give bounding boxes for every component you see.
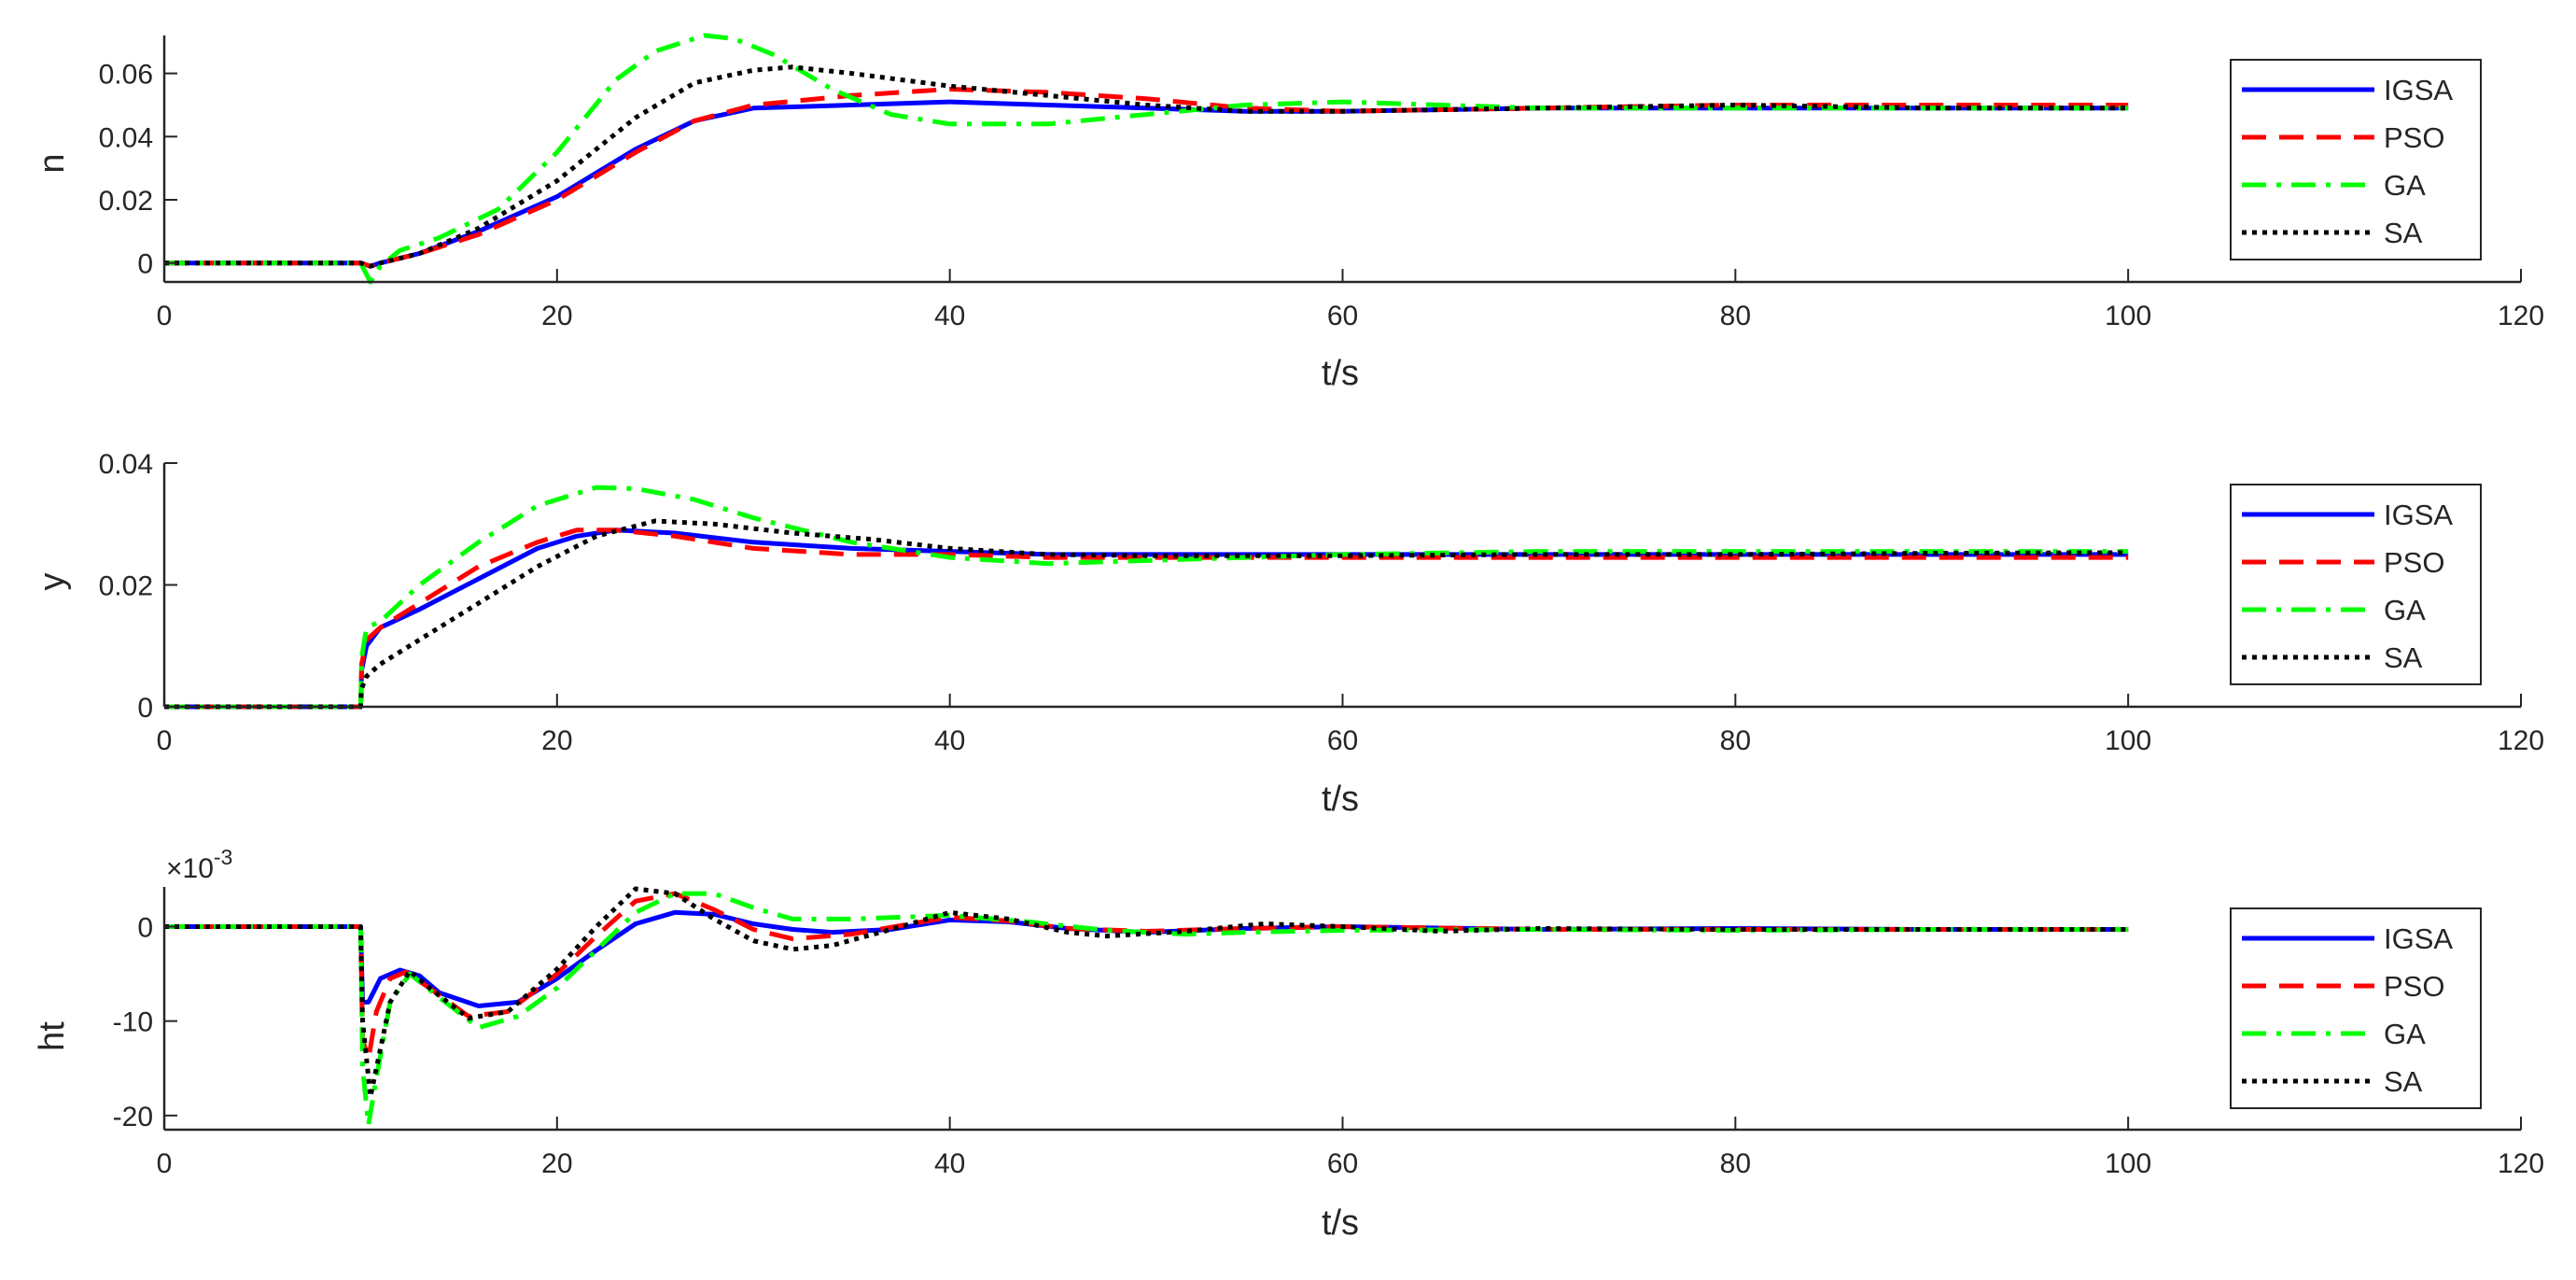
- xlabel-y: t/s: [1322, 780, 1359, 819]
- legend-label-sa: SA: [2384, 641, 2423, 674]
- series-line-pso-y: [164, 527, 2129, 710]
- legend-label-ga: GA: [2384, 594, 2426, 626]
- series-line-ga-y: [164, 485, 2129, 710]
- plot-area-ht: 0 20 40 60 80 100 120 -20 -10 0: [113, 886, 2544, 1179]
- series-line-ga-n: [164, 33, 2129, 285]
- x-tick-label: 120: [2498, 725, 2544, 756]
- legend-label-pso: PSO: [2384, 546, 2444, 579]
- subplot-y: 0 20 40 60 80 100 120 0 0.02 0.04 t/s y IGSA PSO GA…: [33, 449, 2544, 819]
- legend-n: IGSA PSO GA SA: [2230, 59, 2482, 260]
- x-tick-label: 0: [157, 301, 173, 331]
- legend-label-ga: GA: [2384, 1018, 2426, 1050]
- legend-ht: IGSA PSO GA SA: [2230, 907, 2482, 1109]
- legend-box: [2230, 907, 2482, 1109]
- x-tick-label: 0: [157, 1148, 173, 1179]
- series-line-pso-ht: [164, 891, 2129, 1062]
- x-tick-label: 40: [934, 1148, 965, 1179]
- y-tick-label: 0.04: [99, 449, 153, 480]
- x-tick-label: 120: [2498, 1148, 2544, 1179]
- x-tick-label: 100: [2105, 725, 2151, 756]
- x-tick-label: 100: [2105, 301, 2151, 331]
- y-tick-label: 0.02: [99, 571, 153, 602]
- x-tick-label: 100: [2105, 1148, 2151, 1179]
- x-tick-label: 80: [1720, 725, 1751, 756]
- ylabel-ht: ht: [33, 1021, 72, 1051]
- x-tick-label: 60: [1327, 1148, 1358, 1179]
- legend-label-pso: PSO: [2384, 121, 2444, 154]
- legend-label-sa: SA: [2384, 217, 2423, 249]
- ylabel-y: y: [33, 573, 72, 591]
- x-tick-label: 40: [934, 301, 965, 331]
- x-tick-label: 120: [2498, 301, 2544, 331]
- y-tick-label: 0.02: [99, 186, 153, 217]
- y-exponent-base: ×10: [166, 853, 214, 884]
- ylabel-n: n: [33, 153, 72, 173]
- y-tick-label: 0.06: [99, 60, 153, 91]
- legend-label-igsa: IGSA: [2384, 499, 2453, 531]
- legend-box: [2230, 59, 2482, 260]
- series-line-sa-y: [164, 518, 2129, 710]
- xlabel-n: t/s: [1322, 354, 1359, 393]
- series-line-sa-n: [164, 64, 2129, 269]
- legend-label-sa: SA: [2384, 1065, 2423, 1098]
- x-tick-label: 80: [1720, 1148, 1751, 1179]
- x-tick-label: 60: [1327, 301, 1358, 331]
- subplot-ht: 0 20 40 60 80 100 120 -20 -10 0 t/s ht ×10-3 IGSA…: [33, 845, 2544, 1243]
- legend-y: IGSA PSO GA SA: [2230, 484, 2482, 685]
- x-tick-label: 20: [541, 1148, 572, 1179]
- series-line-igsa-ht: [164, 909, 2129, 1008]
- y-tick-label: 0.04: [99, 122, 153, 153]
- y-exponent-power: -3: [214, 845, 232, 869]
- x-tick-label: 40: [934, 725, 965, 756]
- x-tick-label: 80: [1720, 301, 1751, 331]
- legend-label-pso: PSO: [2384, 970, 2444, 1003]
- x-tick-label: 20: [541, 301, 572, 331]
- plot-area-n: 0 20 40 60 80 100 120 0 0.02 0.04 0.06: [99, 33, 2544, 331]
- legend-label-igsa: IGSA: [2384, 922, 2453, 955]
- plot-area-y: 0 20 40 60 80 100 120 0 0.02 0.04: [99, 449, 2544, 756]
- y-tick-label: -20: [113, 1102, 153, 1132]
- subplot-n: 0 20 40 60 80 100 120 0 0.02 0.04 0.06 t/s n IGSA P…: [33, 33, 2544, 393]
- x-tick-label: 20: [541, 725, 572, 756]
- y-tick-label: -10: [113, 1007, 153, 1038]
- y-tick-label: 0: [137, 693, 153, 724]
- x-tick-label: 60: [1327, 725, 1358, 756]
- xlabel-ht: t/s: [1322, 1203, 1359, 1243]
- y-tick-label: 0: [137, 912, 153, 943]
- y-exponent-ht: ×10-3: [166, 845, 232, 884]
- y-tick-label: 0: [137, 249, 153, 280]
- legend-box: [2230, 484, 2482, 685]
- x-tick-label: 0: [157, 725, 173, 756]
- legend-label-igsa: IGSA: [2384, 74, 2453, 106]
- series-line-pso-n: [164, 87, 2129, 269]
- series-line-sa-ht: [164, 886, 2129, 1100]
- legend-label-ga: GA: [2384, 169, 2426, 202]
